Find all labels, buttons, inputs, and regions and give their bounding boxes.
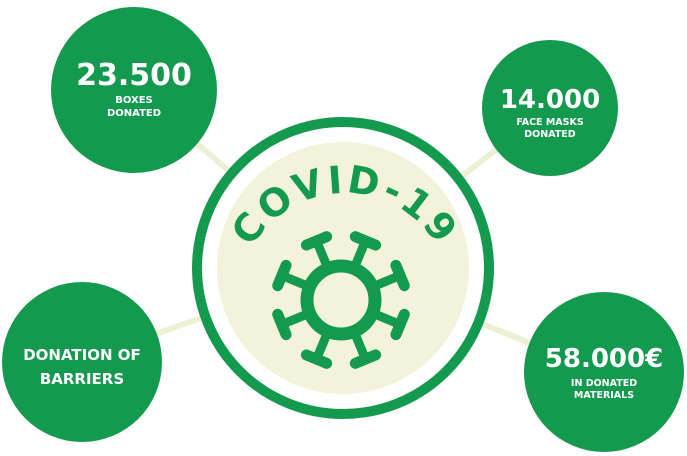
- virus-knob: [300, 231, 333, 251]
- virus-spike: [313, 333, 331, 360]
- node-label: IN DONATED: [571, 378, 637, 389]
- virus-body: [300, 259, 382, 341]
- virus-knob: [300, 349, 333, 369]
- virus-spike: [281, 310, 308, 328]
- virus-spike: [351, 240, 369, 267]
- node-circle: [2, 282, 162, 442]
- node-label: DONATED: [107, 108, 161, 119]
- node-label: BARRIERS: [40, 370, 124, 388]
- virus-knob: [390, 308, 410, 341]
- node-label: FACE MASKS: [516, 117, 584, 128]
- virus-knob: [272, 308, 292, 341]
- node-label: DONATED: [524, 129, 575, 140]
- node-value: 58.000€: [545, 344, 663, 374]
- node-value: 23.500: [76, 58, 192, 93]
- virus-spike: [351, 333, 369, 360]
- node-circle: [51, 7, 217, 173]
- virus-spike: [374, 272, 401, 290]
- virus-icon: [272, 231, 410, 369]
- virus-knob: [349, 231, 382, 251]
- virus-spike: [313, 240, 331, 267]
- node-circle: [524, 292, 684, 452]
- virus-spike: [281, 272, 308, 290]
- node-label: BOXES: [115, 95, 153, 106]
- virus-spike: [374, 310, 401, 328]
- node-label: DONATION OF: [23, 346, 141, 364]
- virus-knob: [390, 259, 410, 292]
- node-circle: [482, 40, 618, 176]
- virus-knob: [272, 259, 292, 292]
- node-value: 14.000: [500, 85, 600, 115]
- virus-knob: [349, 349, 382, 369]
- node-label: MATERIALS: [574, 390, 634, 401]
